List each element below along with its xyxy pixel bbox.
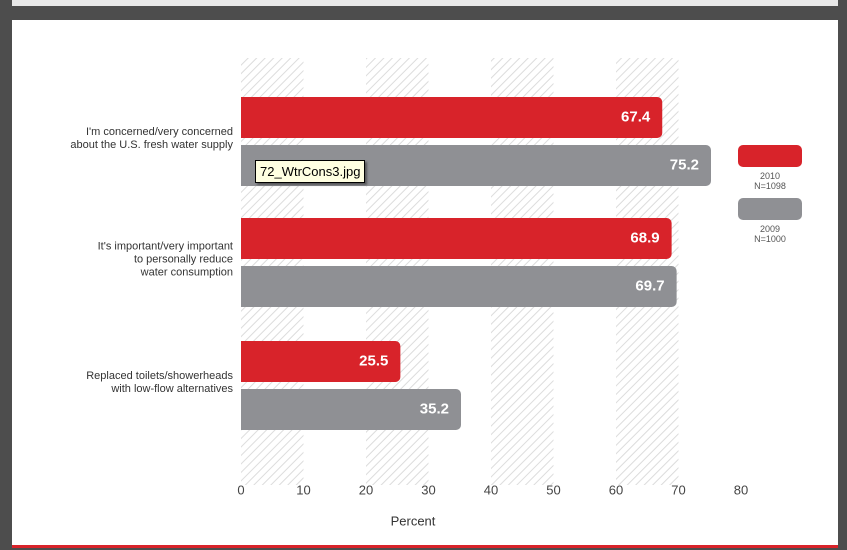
bar-cover <box>241 341 247 382</box>
bar <box>241 389 461 430</box>
category-label: Replaced toilets/showerheads with low-fl… <box>86 370 233 395</box>
x-tick-label: 0 <box>237 482 244 497</box>
category-label: I'm concerned/very concerned about the U… <box>70 126 233 151</box>
legend-label: 2009 N=1000 <box>754 224 786 244</box>
value-label: 69.7 <box>635 277 664 294</box>
bar <box>241 266 677 307</box>
tooltip: 72_WtrCons3.jpg <box>255 160 366 183</box>
bottom-rule <box>12 545 838 548</box>
x-axis-label: Percent <box>391 513 436 528</box>
x-tick-label: 70 <box>671 482 685 497</box>
top-strip <box>12 0 838 6</box>
x-tick-label: 10 <box>296 482 310 497</box>
value-label: 68.9 <box>630 229 659 246</box>
legend-swatch <box>738 198 802 220</box>
bar-cover <box>241 266 247 307</box>
bar <box>241 341 401 382</box>
bar-cover <box>241 218 247 259</box>
bar-cover <box>241 97 247 138</box>
value-label: 67.4 <box>621 108 651 125</box>
bar <box>241 97 663 138</box>
bar-cover <box>241 145 247 186</box>
x-tick-label: 50 <box>546 482 560 497</box>
legend-label: 2010 N=1098 <box>754 171 786 191</box>
x-tick-label: 30 <box>421 482 435 497</box>
x-tick-label: 60 <box>609 482 623 497</box>
category-label: It's important/very important to persona… <box>97 240 233 279</box>
x-tick-label: 40 <box>484 482 498 497</box>
bar-cover <box>241 389 247 430</box>
value-label: 75.2 <box>670 156 699 173</box>
x-tick-label: 20 <box>359 482 373 497</box>
value-label: 35.2 <box>420 400 449 417</box>
bar <box>241 218 672 259</box>
x-tick-label: 80 <box>734 482 748 497</box>
value-label: 25.5 <box>359 352 388 369</box>
legend-swatch <box>738 145 802 167</box>
